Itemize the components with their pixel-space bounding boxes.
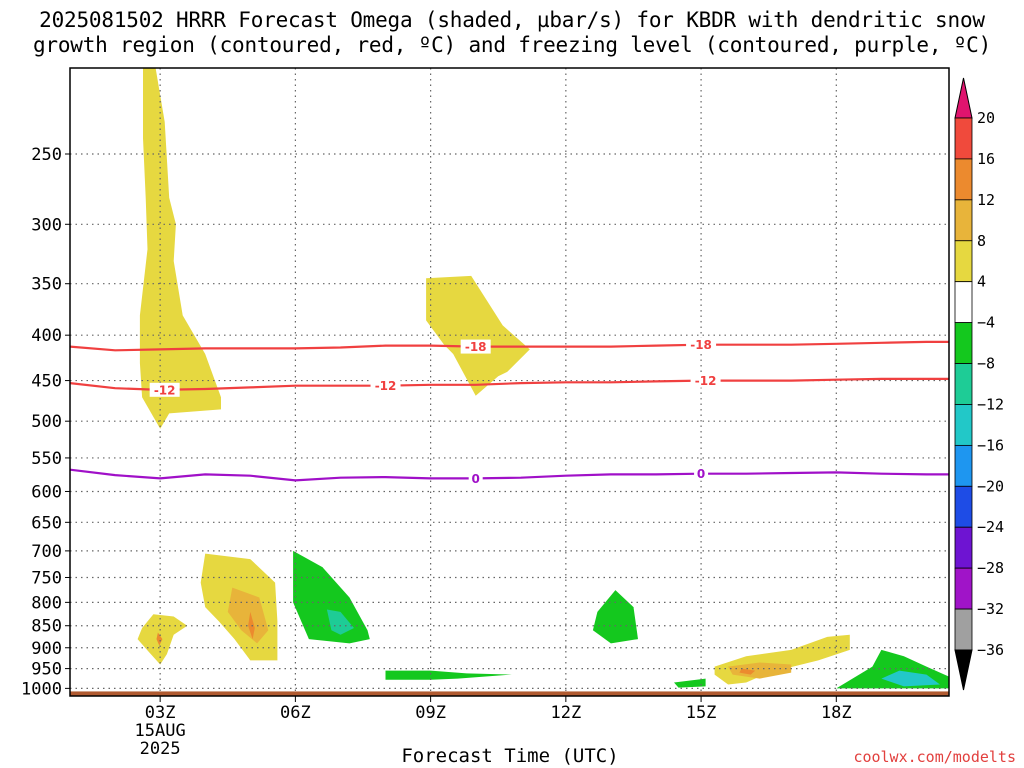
contour-label: -18 bbox=[465, 340, 487, 354]
omega-region-updraft-03z-core bbox=[156, 632, 163, 646]
colorbar-segment bbox=[954, 363, 973, 405]
y-tick-label: 850 bbox=[31, 617, 62, 637]
y-tick-label: 900 bbox=[31, 639, 62, 659]
colorbar-tick-label: −8 bbox=[977, 355, 995, 373]
y-tick-label: 650 bbox=[31, 513, 62, 533]
contour-label-bg bbox=[694, 466, 709, 481]
x-tick-sublabel: 2025 bbox=[140, 739, 181, 759]
omega-region-updraft-05z-core bbox=[248, 611, 255, 640]
colorbar-tick-label: −24 bbox=[977, 518, 1004, 536]
omega-region-updraft-16z-core bbox=[739, 668, 756, 675]
colorbar-tick-label: −32 bbox=[977, 600, 1004, 618]
omega-region-downdraft-07z-core bbox=[326, 609, 354, 635]
title-line-2: growth region (contoured, red, ºC) and f… bbox=[32, 33, 992, 57]
colorbar-segment bbox=[954, 240, 973, 283]
colorbar-tick-label: −20 bbox=[977, 477, 1004, 495]
contour-label-bg bbox=[468, 471, 483, 486]
plot-frame bbox=[69, 67, 950, 697]
y-tick-label: 750 bbox=[31, 568, 62, 588]
colorbar-bottom-triangle bbox=[954, 649, 973, 691]
contour-label: 0 bbox=[472, 472, 480, 486]
x-axis-label: Forecast Time (UTC) bbox=[401, 745, 619, 767]
colorbar: 20 16 12 8 4 −4 −8 −12 −16 −20 −24 −28 −32 −36 bbox=[954, 77, 1004, 691]
colorbar-tick-label: −36 bbox=[977, 641, 1004, 659]
colorbar-tick-label: −12 bbox=[977, 395, 1004, 413]
colorbar-tick-label: 4 bbox=[977, 273, 986, 291]
omega-region-downdraft-13z bbox=[592, 590, 638, 644]
contour-label: 0 bbox=[697, 467, 705, 481]
y-tick-label: 300 bbox=[31, 215, 62, 235]
contour-label: -12 bbox=[375, 379, 397, 393]
colorbar-tick-label: 12 bbox=[977, 191, 995, 209]
contour-label: -12 bbox=[695, 374, 717, 388]
y-tick-label: 350 bbox=[31, 275, 62, 295]
x-tick-label: 09Z bbox=[415, 703, 446, 723]
x-tick-label: 15Z bbox=[686, 703, 717, 723]
omega-region-downdraft-19z-core bbox=[881, 670, 940, 687]
chart-title: 2025081502 HRRR Forecast Omega (shaded, … bbox=[0, 8, 1024, 58]
omega-region-downdraft-14z bbox=[674, 678, 706, 688]
colorbar-segment bbox=[954, 281, 973, 324]
y-tick-label: 550 bbox=[31, 449, 62, 469]
x-tick-label: 06Z bbox=[280, 703, 311, 723]
colorbar-segment bbox=[954, 158, 973, 201]
contour-label-bg bbox=[460, 339, 491, 354]
omega-region-updraft-03z-low bbox=[137, 614, 188, 665]
omega-region-updraft-16z-inner bbox=[728, 662, 792, 679]
colorbar-segment bbox=[954, 567, 973, 610]
colorbar-segment bbox=[954, 117, 973, 160]
colorbar-tick-label: 20 bbox=[977, 109, 995, 127]
y-tick-label: 700 bbox=[31, 542, 62, 562]
contour-line--18 bbox=[70, 340, 949, 352]
colorbar-tick-label: −16 bbox=[977, 436, 1004, 454]
colorbar-segment bbox=[954, 322, 973, 364]
y-tick-label: 950 bbox=[31, 660, 62, 680]
colorbar-tick-label: −28 bbox=[977, 559, 1004, 577]
omega-region-updraft-05z-inner bbox=[227, 587, 269, 644]
y-tick-label: 450 bbox=[31, 372, 62, 392]
contour-label: -12 bbox=[154, 383, 176, 397]
site-credit: coolwx.com/modelts bbox=[853, 748, 1016, 766]
contour-label-bg bbox=[686, 337, 717, 352]
colorbar-top-triangle bbox=[954, 77, 973, 119]
x-tick-sublabel: 15AUG bbox=[135, 721, 186, 741]
plot-area: -18 -18 -12 -12 -12 0 0 bbox=[70, 68, 949, 696]
title-line-1: 2025081502 HRRR Forecast Omega (shaded, … bbox=[39, 8, 985, 32]
x-tick-label: 18Z bbox=[821, 703, 852, 723]
colorbar-tick-label: 8 bbox=[977, 232, 986, 250]
x-tick-label: 12Z bbox=[550, 703, 581, 723]
contour-line--12 bbox=[70, 377, 949, 392]
y-tick-label: 400 bbox=[31, 326, 62, 346]
x-tick-label: 03Z bbox=[145, 703, 176, 723]
contour-label-bg bbox=[370, 378, 401, 393]
colorbar-segment bbox=[954, 444, 973, 487]
terrain-bar bbox=[70, 691, 949, 696]
contour-label: -18 bbox=[690, 338, 712, 352]
contour-label-bg bbox=[149, 382, 180, 397]
y-tick-label: 1000 bbox=[21, 679, 62, 699]
colorbar-segment bbox=[954, 199, 973, 242]
y-tick-label: 600 bbox=[31, 482, 62, 502]
colorbar-tick-label: 16 bbox=[977, 150, 995, 168]
y-tick-label: 250 bbox=[31, 145, 62, 165]
y-tick-label: 500 bbox=[31, 412, 62, 432]
omega-region-updraft-10z bbox=[426, 275, 530, 396]
colorbar-segment bbox=[954, 526, 973, 569]
contour-line-0 bbox=[70, 468, 949, 482]
colorbar-segment bbox=[954, 485, 973, 528]
contour-label-bg bbox=[690, 373, 721, 388]
colorbar-segment bbox=[954, 608, 973, 651]
y-tick-label: 800 bbox=[31, 593, 62, 613]
omega-region-downdraft-09z bbox=[385, 670, 512, 680]
omega-region-downdraft-07z bbox=[293, 550, 370, 644]
colorbar-segment bbox=[954, 404, 973, 446]
colorbar-tick-label: −4 bbox=[977, 314, 995, 332]
